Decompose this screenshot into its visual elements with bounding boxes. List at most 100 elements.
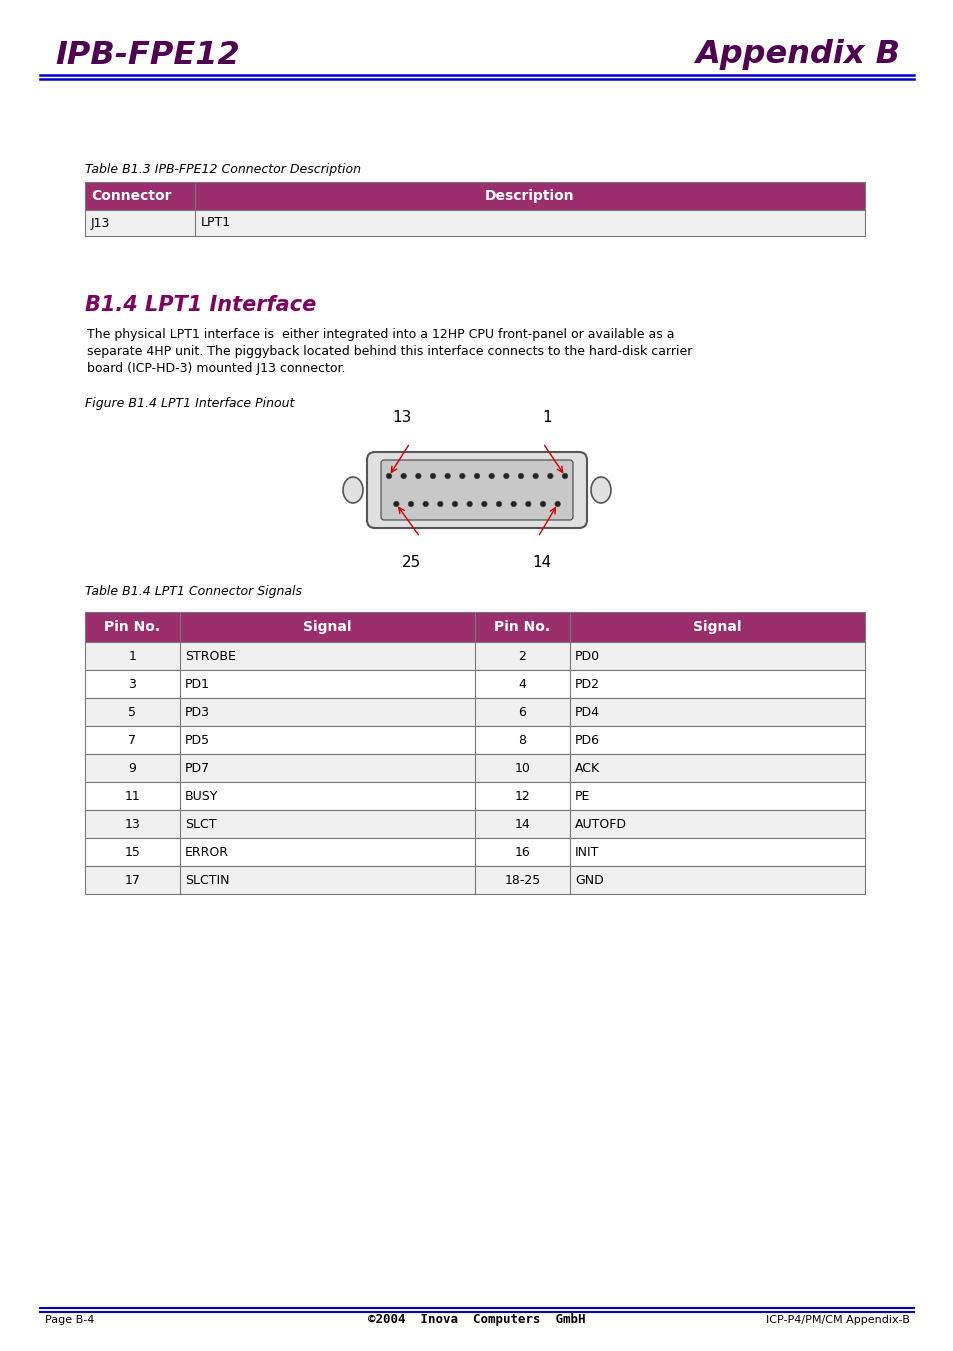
Text: AUTOFD: AUTOFD bbox=[575, 817, 626, 831]
Text: PD5: PD5 bbox=[185, 734, 210, 747]
Text: PD4: PD4 bbox=[575, 705, 599, 719]
Text: Appendix B: Appendix B bbox=[695, 39, 899, 70]
Circle shape bbox=[533, 473, 537, 478]
Ellipse shape bbox=[343, 477, 363, 503]
Circle shape bbox=[422, 501, 428, 507]
Text: PD3: PD3 bbox=[185, 705, 210, 719]
Circle shape bbox=[547, 473, 553, 478]
Text: INIT: INIT bbox=[575, 846, 598, 858]
Text: Description: Description bbox=[485, 189, 575, 203]
Text: 4: 4 bbox=[518, 677, 526, 690]
Text: PD7: PD7 bbox=[185, 762, 210, 774]
Circle shape bbox=[452, 501, 457, 507]
Text: The physical LPT1 interface is  either integrated into a 12HP CPU front-panel or: The physical LPT1 interface is either in… bbox=[87, 328, 674, 340]
Bar bbox=[85, 811, 864, 838]
Ellipse shape bbox=[590, 477, 610, 503]
Text: 25: 25 bbox=[402, 555, 421, 570]
Text: board (ICP-HD-3) mounted J13 connector.: board (ICP-HD-3) mounted J13 connector. bbox=[87, 362, 345, 376]
Text: ERROR: ERROR bbox=[185, 846, 229, 858]
Text: separate 4HP unit. The piggyback located behind this interface connects to the h: separate 4HP unit. The piggyback located… bbox=[87, 345, 692, 358]
Circle shape bbox=[517, 473, 523, 478]
Circle shape bbox=[503, 473, 509, 478]
Text: 14: 14 bbox=[532, 555, 551, 570]
Text: 1: 1 bbox=[541, 409, 551, 426]
Text: 7: 7 bbox=[129, 734, 136, 747]
Text: BUSY: BUSY bbox=[185, 789, 218, 802]
Text: PD2: PD2 bbox=[575, 677, 599, 690]
Bar bbox=[85, 838, 864, 866]
Circle shape bbox=[430, 473, 436, 478]
Circle shape bbox=[400, 473, 406, 478]
Text: LPT1: LPT1 bbox=[201, 216, 231, 230]
Text: 17: 17 bbox=[125, 874, 140, 886]
Circle shape bbox=[386, 473, 392, 478]
Bar bbox=[85, 866, 864, 894]
Text: 12: 12 bbox=[514, 789, 530, 802]
Bar bbox=[85, 754, 864, 782]
Text: PE: PE bbox=[575, 789, 590, 802]
Text: ICP-P4/PM/CM Appendix-B: ICP-P4/PM/CM Appendix-B bbox=[765, 1315, 909, 1325]
Text: 15: 15 bbox=[125, 846, 140, 858]
Bar bbox=[85, 642, 864, 670]
Text: 18-25: 18-25 bbox=[504, 874, 540, 886]
Text: 16: 16 bbox=[514, 846, 530, 858]
Bar bbox=[85, 698, 864, 725]
Circle shape bbox=[539, 501, 545, 507]
Bar bbox=[85, 182, 864, 209]
Text: Connector: Connector bbox=[91, 189, 172, 203]
FancyBboxPatch shape bbox=[380, 459, 573, 520]
Text: Signal: Signal bbox=[303, 620, 352, 634]
Text: Pin No.: Pin No. bbox=[494, 620, 550, 634]
Text: ACK: ACK bbox=[575, 762, 599, 774]
Circle shape bbox=[459, 473, 465, 478]
Circle shape bbox=[481, 501, 487, 507]
Text: J13: J13 bbox=[91, 216, 111, 230]
Text: 13: 13 bbox=[125, 817, 140, 831]
Circle shape bbox=[555, 501, 559, 507]
FancyBboxPatch shape bbox=[367, 453, 586, 528]
Text: 6: 6 bbox=[518, 705, 526, 719]
Text: Table B1.4 LPT1 Connector Signals: Table B1.4 LPT1 Connector Signals bbox=[85, 585, 302, 598]
Circle shape bbox=[408, 501, 414, 507]
Text: IPB-FPE12: IPB-FPE12 bbox=[55, 39, 239, 70]
Text: 9: 9 bbox=[129, 762, 136, 774]
Circle shape bbox=[525, 501, 531, 507]
Bar bbox=[85, 725, 864, 754]
Circle shape bbox=[416, 473, 420, 478]
Circle shape bbox=[474, 473, 479, 478]
Text: Signal: Signal bbox=[693, 620, 741, 634]
Text: 8: 8 bbox=[518, 734, 526, 747]
Text: STROBE: STROBE bbox=[185, 650, 235, 662]
Text: PD0: PD0 bbox=[575, 650, 599, 662]
Bar bbox=[85, 670, 864, 698]
Text: 10: 10 bbox=[514, 762, 530, 774]
Circle shape bbox=[561, 473, 567, 478]
Text: PD6: PD6 bbox=[575, 734, 599, 747]
Text: PD1: PD1 bbox=[185, 677, 210, 690]
Text: ©2004  Inova  Computers  GmbH: ©2004 Inova Computers GmbH bbox=[368, 1313, 585, 1327]
Text: B1.4 LPT1 Interface: B1.4 LPT1 Interface bbox=[85, 295, 315, 315]
Bar bbox=[85, 612, 864, 642]
Text: 11: 11 bbox=[125, 789, 140, 802]
Text: 1: 1 bbox=[129, 650, 136, 662]
Text: 5: 5 bbox=[129, 705, 136, 719]
Text: SLCT: SLCT bbox=[185, 817, 216, 831]
Circle shape bbox=[444, 473, 450, 478]
Text: 3: 3 bbox=[129, 677, 136, 690]
Text: 13: 13 bbox=[392, 409, 412, 426]
Text: GND: GND bbox=[575, 874, 603, 886]
Circle shape bbox=[496, 501, 501, 507]
Text: Page B-4: Page B-4 bbox=[45, 1315, 94, 1325]
Bar bbox=[85, 209, 864, 236]
Text: 2: 2 bbox=[518, 650, 526, 662]
Circle shape bbox=[394, 501, 398, 507]
Circle shape bbox=[437, 501, 443, 507]
Circle shape bbox=[466, 501, 472, 507]
Circle shape bbox=[488, 473, 494, 478]
Circle shape bbox=[510, 501, 516, 507]
Bar bbox=[85, 782, 864, 811]
Text: Pin No.: Pin No. bbox=[104, 620, 160, 634]
Text: Table B1.3 IPB-FPE12 Connector Description: Table B1.3 IPB-FPE12 Connector Descripti… bbox=[85, 163, 360, 176]
Text: SLCTIN: SLCTIN bbox=[185, 874, 230, 886]
Text: 14: 14 bbox=[514, 817, 530, 831]
